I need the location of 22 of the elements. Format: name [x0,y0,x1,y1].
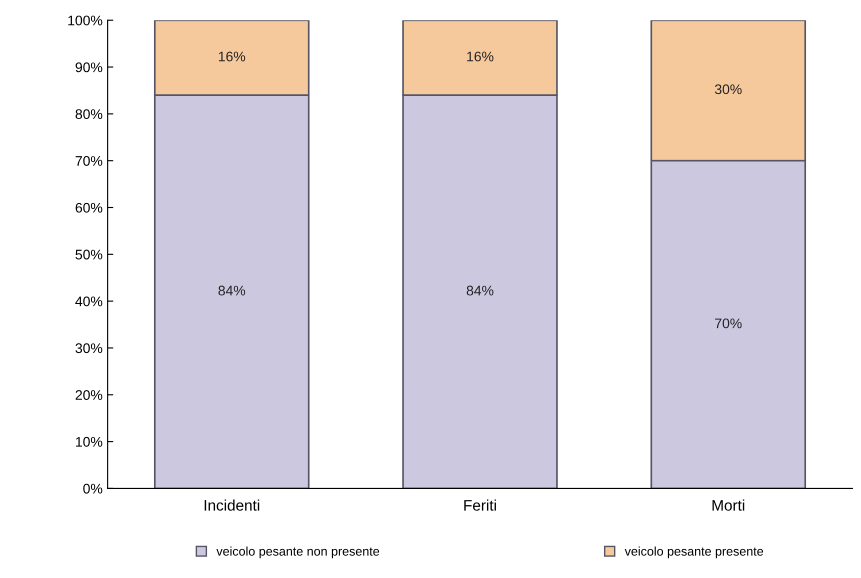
y-tick-label: 80% [76,109,102,120]
data-label: 16% [467,52,494,62]
data-label: 84% [218,286,246,296]
data-label: 70% [715,318,742,328]
y-tick-label: 30% [75,343,102,354]
y-tick-label: 70% [76,156,102,166]
data-label: 30% [714,84,742,94]
data-label: 84% [466,286,494,296]
y-tick-label: 20% [76,390,102,400]
y-tick-label: 0% [83,484,102,494]
y-tick-label: 90% [76,62,102,72]
y-tick-label: 10% [76,436,102,447]
x-tick-label: Morti [712,500,744,511]
y-tick-label: 100% [68,16,102,26]
y-tick-label: 40% [75,296,102,306]
legend-label: veicolo pesante non presente [216,546,380,558]
legend-label: veicolo pesante presente [624,546,764,558]
x-tick-label: Incidenti [204,500,260,511]
y-tick-label: 50% [76,250,102,260]
x-tick-label: Feriti [464,500,496,511]
y-tick-label: 60% [76,202,102,213]
data-label: 16% [218,52,246,62]
